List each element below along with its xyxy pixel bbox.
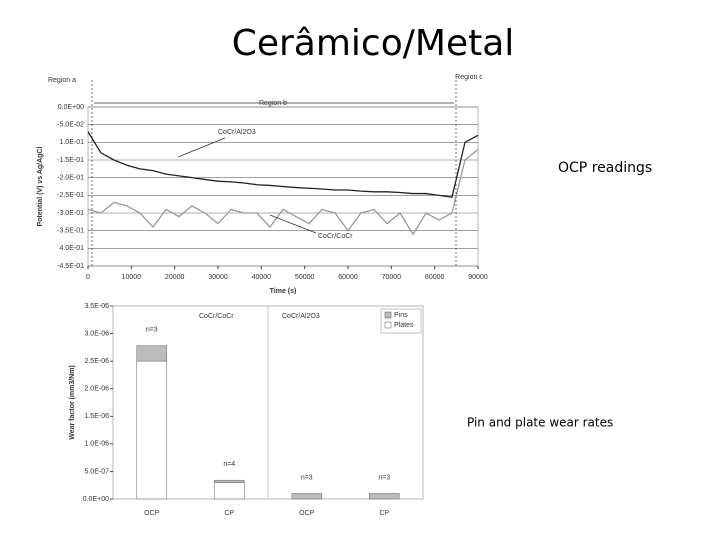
y-tick-label: 5.0E-07 bbox=[84, 468, 109, 475]
x-tick-label: 10000 bbox=[122, 274, 142, 281]
group-label: CoCr/Al2O3 bbox=[282, 313, 320, 320]
series-line bbox=[87, 131, 479, 198]
y-tick-label: 1.5E-06 bbox=[84, 413, 109, 420]
bar-segment bbox=[291, 493, 323, 500]
y-tick-label: -3.0E-01 bbox=[57, 210, 84, 217]
x-tick-label: OCP bbox=[299, 510, 315, 517]
y-tick-label: -3.5E-01 bbox=[57, 228, 84, 235]
annotation: n=3 bbox=[301, 474, 313, 481]
y-tick-label: 3.0E-06 bbox=[84, 330, 109, 337]
group-label: CoCr/CoCr bbox=[199, 313, 234, 320]
y-tick-label: 0.0E+00 bbox=[58, 104, 84, 111]
bar-segment bbox=[213, 482, 245, 500]
x-axis-label: Time (s) bbox=[270, 288, 297, 295]
annotation: n=4 bbox=[223, 461, 235, 468]
y-axis-label: Potential (V) vs Ag/AgCl bbox=[37, 147, 44, 227]
legend-label: Pins bbox=[394, 312, 408, 319]
annotation: Region c bbox=[455, 74, 483, 81]
y-tick-label: 2.5E-06 bbox=[84, 358, 109, 365]
y-tick-label: -5.0E-02 bbox=[57, 122, 84, 129]
y-tick-label: 3.5E-06 bbox=[84, 303, 109, 310]
annotation: n=3 bbox=[378, 474, 390, 481]
x-tick-label: 90000 bbox=[468, 274, 488, 281]
slide-title: Cerâmico/Metal bbox=[232, 23, 515, 64]
legend-swatch bbox=[384, 321, 392, 329]
series-line bbox=[87, 148, 479, 236]
x-tick-label: 30000 bbox=[208, 274, 228, 281]
bar-segment bbox=[213, 479, 245, 483]
legend-swatch bbox=[384, 311, 392, 319]
y-tick-label: 1.0E-06 bbox=[84, 441, 109, 448]
y-axis-label: Wear factor (mm3/Nm) bbox=[69, 365, 76, 440]
legend-label: Plates bbox=[394, 322, 414, 329]
x-tick-label: 40000 bbox=[252, 274, 272, 281]
x-tick-label: 0 bbox=[86, 274, 90, 281]
x-tick-label: CP bbox=[379, 510, 389, 517]
x-tick-label: 70000 bbox=[382, 274, 402, 281]
y-tick-label: 1.0E-01 bbox=[59, 139, 84, 146]
annotation: Region b bbox=[259, 100, 287, 107]
bar-segment bbox=[136, 360, 168, 500]
y-tick-label: 4.0E-01 bbox=[59, 245, 84, 252]
annotation-arrow bbox=[177, 137, 226, 158]
y-tick-label: 2.0E-06 bbox=[84, 386, 109, 393]
annotation: n=3 bbox=[146, 327, 158, 334]
y-tick-label: -2.5E-01 bbox=[57, 192, 84, 199]
x-tick-label: 60000 bbox=[338, 274, 358, 281]
x-tick-label: 20000 bbox=[165, 274, 185, 281]
y-tick-label: -2.0E-01 bbox=[57, 175, 84, 182]
bar-segment bbox=[136, 345, 168, 362]
y-tick-label: -1.5E-01 bbox=[57, 157, 84, 164]
x-tick-label: 50000 bbox=[295, 274, 315, 281]
bar-segment bbox=[368, 493, 400, 500]
caption: OCP readings bbox=[558, 160, 652, 176]
y-tick-label: 0.0E+00 bbox=[83, 496, 109, 503]
y-tick-label: -4.5E-01 bbox=[57, 263, 84, 270]
caption: Pin and plate wear rates bbox=[467, 416, 613, 430]
x-tick-label: CP bbox=[224, 510, 234, 517]
x-tick-label: OCP bbox=[144, 510, 160, 517]
x-tick-label: 80000 bbox=[425, 274, 445, 281]
series-annotation: CoCr/Al2O3 bbox=[218, 129, 256, 136]
series-annotation: CoCr/CoCr bbox=[318, 233, 353, 240]
annotation: Region a bbox=[48, 77, 76, 84]
annotation-arrow bbox=[269, 214, 317, 234]
